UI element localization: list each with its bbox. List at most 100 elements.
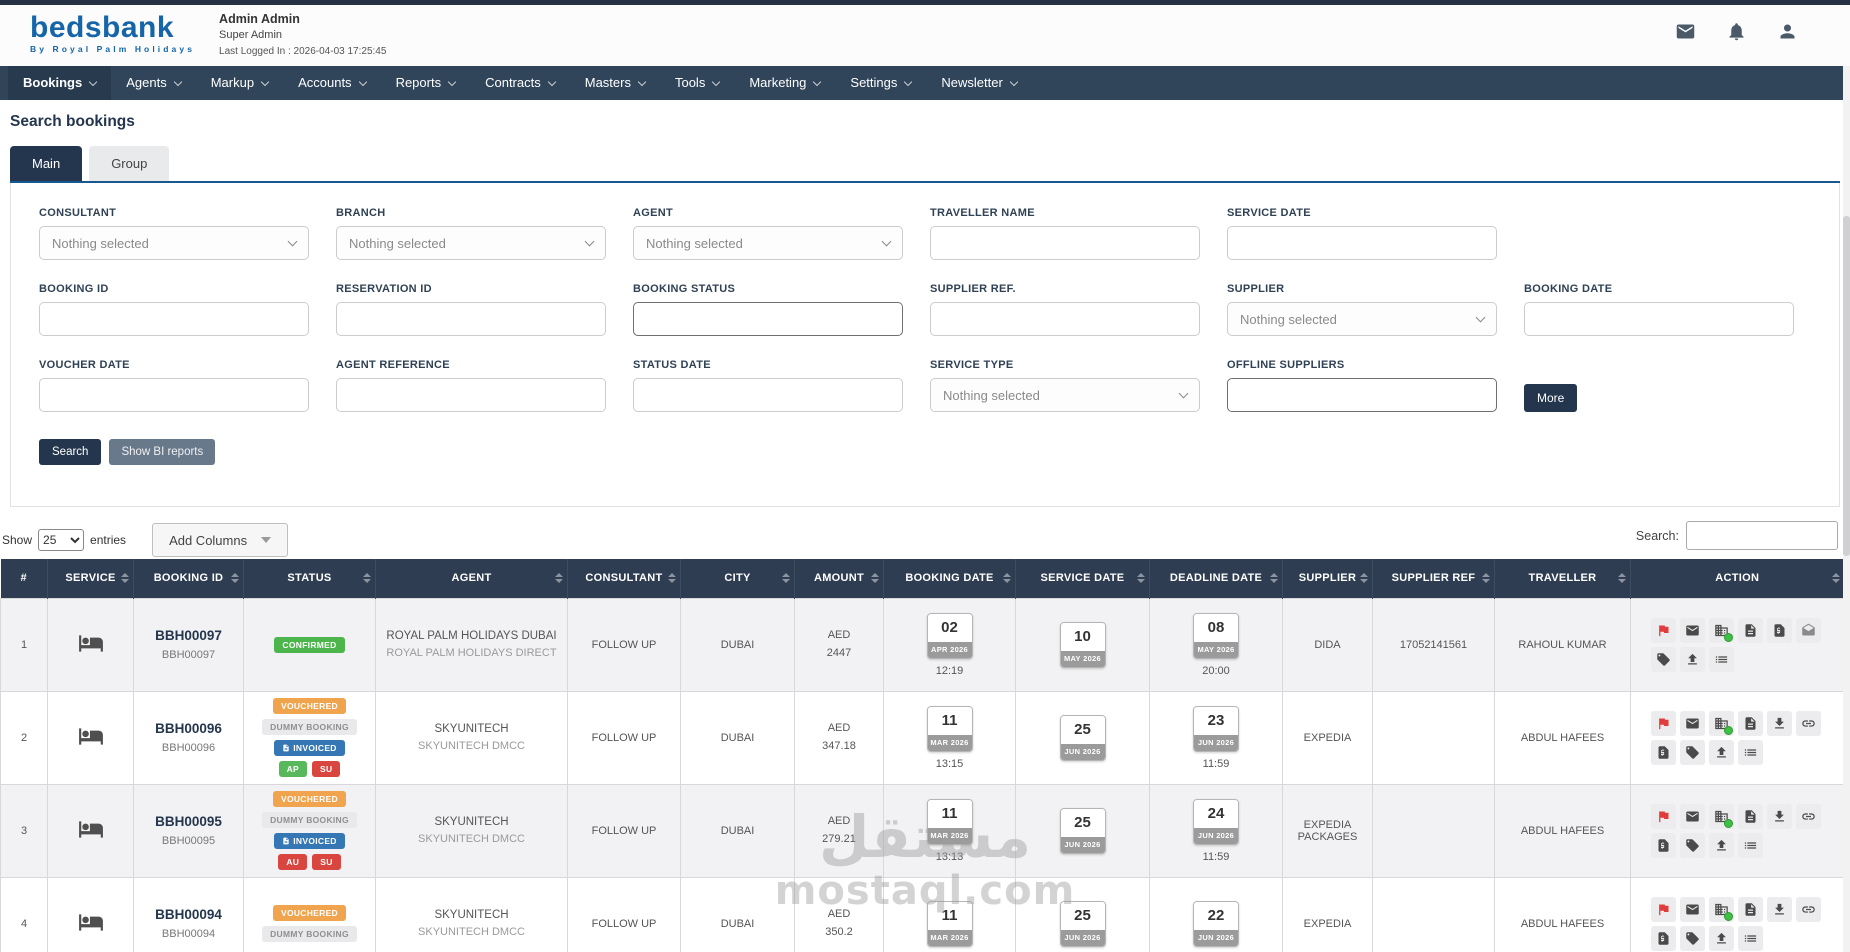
nav-item-agents[interactable]: Agents [111,66,195,100]
tab-group[interactable]: Group [89,146,170,181]
sort-arrows-icon[interactable] [363,573,371,584]
column-header-deadline-date[interactable]: DEADLINE DATE [1149,559,1283,598]
reservation-id-input[interactable] [336,302,606,336]
add-columns-button[interactable]: Add Columns [152,523,289,557]
voucher-hotel-action-button[interactable] [1709,896,1734,922]
booking-id-link[interactable]: BBH00095 [155,814,222,829]
scrollbar-thumb[interactable] [1843,216,1850,556]
column-header-supplier-ref[interactable]: SUPPLIER REF [1372,559,1495,598]
status-date-input[interactable] [633,378,903,412]
mail-open-action-button[interactable] [1796,617,1821,643]
invoice-action-button[interactable] [1651,832,1676,858]
upload-action-button[interactable] [1709,925,1734,951]
column-header-supplier[interactable]: SUPPLIER [1282,559,1373,598]
entries-select[interactable]: 25 [38,529,85,551]
download-action-button[interactable] [1767,803,1792,829]
consultant-select[interactable]: Nothing selected [39,226,309,260]
booking-id-input[interactable] [39,302,309,336]
nav-item-masters[interactable]: Masters [570,66,660,100]
column-header-city[interactable]: CITY [680,559,795,598]
link-action-button[interactable] [1796,710,1821,736]
list-action-button[interactable] [1738,739,1763,765]
sort-arrows-icon[interactable] [1831,573,1840,584]
column-header-service[interactable]: SERVICE [47,559,134,598]
tab-main[interactable]: Main [10,146,83,181]
flag-action-button[interactable] [1651,896,1676,922]
booking-status-input[interactable] [633,302,903,336]
sort-arrows-icon[interactable] [231,573,239,584]
mail-action-button[interactable] [1680,617,1705,643]
upload-action-button[interactable] [1709,739,1734,765]
booking-id-link[interactable]: BBH00096 [155,721,222,736]
column-header-amount[interactable]: AMOUNT [794,559,884,598]
sort-arrows-icon[interactable] [121,573,129,584]
tag-action-button[interactable] [1680,925,1705,951]
voucher-hotel-action-button[interactable] [1709,617,1734,643]
vertical-scrollbar[interactable] [1843,66,1850,952]
nav-item-reports[interactable]: Reports [381,66,471,100]
list-action-button[interactable] [1738,925,1763,951]
column-header--[interactable]: # [0,559,48,598]
flag-action-button[interactable] [1651,803,1676,829]
table-search-input[interactable] [1686,521,1838,550]
traveller-name-input[interactable] [930,226,1200,260]
supplier-select[interactable]: Nothing selected [1227,302,1497,336]
document-action-button[interactable] [1738,617,1763,643]
tag-action-button[interactable] [1680,832,1705,858]
booking-date-input[interactable] [1524,302,1794,336]
more-button[interactable]: More [1524,384,1578,412]
column-header-action[interactable]: ACTION [1630,559,1844,598]
sort-arrows-icon[interactable] [871,573,879,584]
service-type-select[interactable]: Nothing selected [930,378,1200,412]
mail-action-button[interactable] [1680,710,1705,736]
list-action-button[interactable] [1738,832,1763,858]
link-action-button[interactable] [1796,896,1821,922]
sort-arrows-icon[interactable] [782,573,790,584]
sort-arrows-icon[interactable] [1003,573,1011,584]
sort-arrows-icon[interactable] [668,573,676,584]
column-header-booking-date[interactable]: BOOKING DATE [883,559,1016,598]
mail-icon[interactable] [1675,21,1696,42]
nav-item-bookings[interactable]: Bookings [8,66,112,100]
column-header-service-date[interactable]: SERVICE DATE [1015,559,1150,598]
user-icon[interactable] [1777,21,1798,42]
agent-reference-input[interactable] [336,378,606,412]
voucher-hotel-action-button[interactable] [1709,803,1734,829]
invoice-action-button[interactable] [1651,925,1676,951]
column-header-agent[interactable]: AGENT [375,559,568,598]
agent-select[interactable]: Nothing selected [633,226,903,260]
nav-item-tools[interactable]: Tools [660,66,734,100]
nav-item-accounts[interactable]: Accounts [283,66,380,100]
download-action-button[interactable] [1767,896,1792,922]
flag-action-button[interactable] [1651,617,1676,643]
nav-item-contracts[interactable]: Contracts [470,66,570,100]
voucher-date-input[interactable] [39,378,309,412]
offline-suppliers-input[interactable] [1227,378,1497,412]
column-header-status[interactable]: STATUS [243,559,376,598]
download-action-button[interactable] [1767,710,1792,736]
nav-item-settings[interactable]: Settings [835,66,926,100]
column-header-booking-id[interactable]: BOOKING ID [133,559,244,598]
upload-action-button[interactable] [1709,832,1734,858]
column-header-traveller[interactable]: TRAVELLER [1494,559,1631,598]
voucher-hotel-action-button[interactable] [1709,710,1734,736]
sort-arrows-icon[interactable] [1482,573,1490,584]
bell-icon[interactable] [1726,21,1747,42]
document-action-button[interactable] [1738,710,1763,736]
link-action-button[interactable] [1796,803,1821,829]
list-action-button[interactable] [1709,646,1734,672]
booking-id-link[interactable]: BBH00097 [155,628,222,643]
nav-item-marketing[interactable]: Marketing [734,66,835,100]
show-bi-reports-button[interactable]: Show BI reports [109,439,216,465]
mail-action-button[interactable] [1680,896,1705,922]
search-button[interactable]: Search [39,439,102,465]
sort-arrows-icon[interactable] [1137,573,1145,584]
tag-action-button[interactable] [1651,646,1676,672]
sort-arrows-icon[interactable] [1618,573,1626,584]
logo[interactable]: bedsbank By Royal Palm Holidays [30,13,195,55]
sort-arrows-icon[interactable] [1360,573,1368,584]
document-action-button[interactable] [1738,896,1763,922]
nav-item-newsletter[interactable]: Newsletter [926,66,1031,100]
sort-arrows-icon[interactable] [555,573,563,584]
service-date-input[interactable] [1227,226,1497,260]
